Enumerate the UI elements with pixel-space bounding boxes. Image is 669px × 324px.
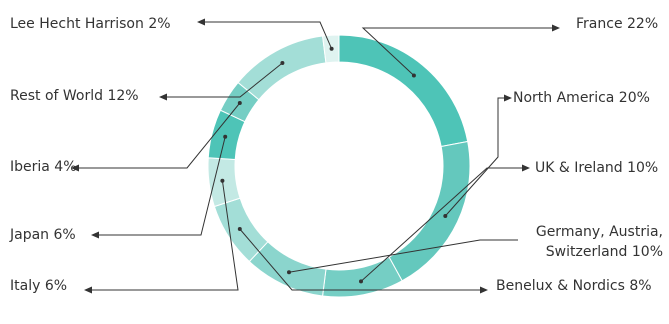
- label-france: France 22%: [576, 16, 658, 32]
- leader-line-germany-austria-switzerland: [288, 239, 518, 273]
- leader-north-america: [443, 94, 512, 218]
- label-germany-austria-switzerland: Germany, Austria, Switzerland 10%: [536, 224, 663, 260]
- label-uk-and-ireland: UK & Ireland 10%: [535, 160, 658, 176]
- leader-line-north-america: [444, 97, 505, 217]
- leader-benelux-and-nordics: [237, 227, 488, 294]
- leader-dot-iberia: [237, 101, 242, 105]
- leader-italy: [84, 178, 239, 294]
- leader-japan: [91, 134, 228, 239]
- slice-labels: France 22% North America 20% UK & Ireland …: [9, 16, 663, 294]
- slice-north-america: [388, 140, 471, 282]
- leader-uk-and-ireland: [359, 164, 530, 284]
- leader-line-rest-of-world: [167, 62, 283, 98]
- leader-arrow-japan: [91, 231, 99, 239]
- label-rest-of-world: Rest of World 12%: [10, 88, 139, 104]
- label-japan: Japan 6%: [9, 227, 76, 243]
- leader-line-iberia: [79, 102, 241, 169]
- leader-dot-north-america: [443, 214, 448, 218]
- slice-france: [338, 34, 469, 148]
- leader-arrow-france: [552, 24, 560, 32]
- leader-arrow-italy: [84, 286, 92, 294]
- leader-arrow-iberia: [71, 164, 79, 172]
- donut-slices: [207, 34, 471, 298]
- leader-line-italy: [92, 180, 239, 291]
- leader-arrow-north-america: [504, 94, 512, 102]
- label-italy: Italy 6%: [10, 278, 67, 294]
- label-north-america: North America 20%: [513, 90, 650, 106]
- label-lee-hecht-harrison: Lee Hecht Harrison 2%: [10, 16, 171, 32]
- label-germany-austria-switzerland-line-2: Switzerland 10%: [546, 244, 663, 260]
- leader-line-uk-and-ireland: [360, 167, 522, 282]
- label-iberia: Iberia 4%: [10, 159, 77, 175]
- leader-lee-hecht-harrison: [197, 18, 334, 51]
- leader-iberia: [71, 101, 242, 172]
- leader-line-benelux-and-nordics: [239, 228, 480, 291]
- leader-rest-of-world: [159, 61, 285, 101]
- leader-dot-italy: [220, 178, 225, 183]
- leader-line-lee-hecht-harrison: [205, 21, 333, 49]
- slice-uk-and-ireland: [322, 256, 403, 298]
- slice-italy: [207, 157, 241, 208]
- label-benelux-and-nordics: Benelux & Nordics 8%: [496, 278, 652, 294]
- leader-line-japan: [99, 136, 226, 236]
- slice-rest-of-world: [237, 35, 327, 101]
- leader-dot-uk-and-ireland: [359, 279, 363, 284]
- label-germany-austria-switzerland-line-1: Germany, Austria,: [536, 224, 663, 240]
- leader-dot-japan: [223, 134, 228, 139]
- leader-dot-france: [411, 73, 416, 78]
- leader-dot-benelux-and-nordics: [237, 227, 242, 231]
- leader-arrow-uk-and-ireland: [522, 164, 530, 172]
- leader-arrow-rest-of-world: [159, 93, 167, 101]
- leader-dot-lee-hecht-harrison: [329, 46, 334, 51]
- leader-lines: [71, 18, 560, 294]
- leader-arrow-lee-hecht-harrison: [197, 18, 205, 26]
- leader-france: [361, 24, 560, 78]
- leader-dot-rest-of-world: [280, 61, 285, 65]
- leader-germany-austria-switzerland: [287, 239, 518, 275]
- leader-arrow-benelux-and-nordics: [480, 286, 488, 294]
- leader-dot-germany-austria-switzerland: [287, 270, 291, 275]
- leader-line-france: [361, 27, 552, 76]
